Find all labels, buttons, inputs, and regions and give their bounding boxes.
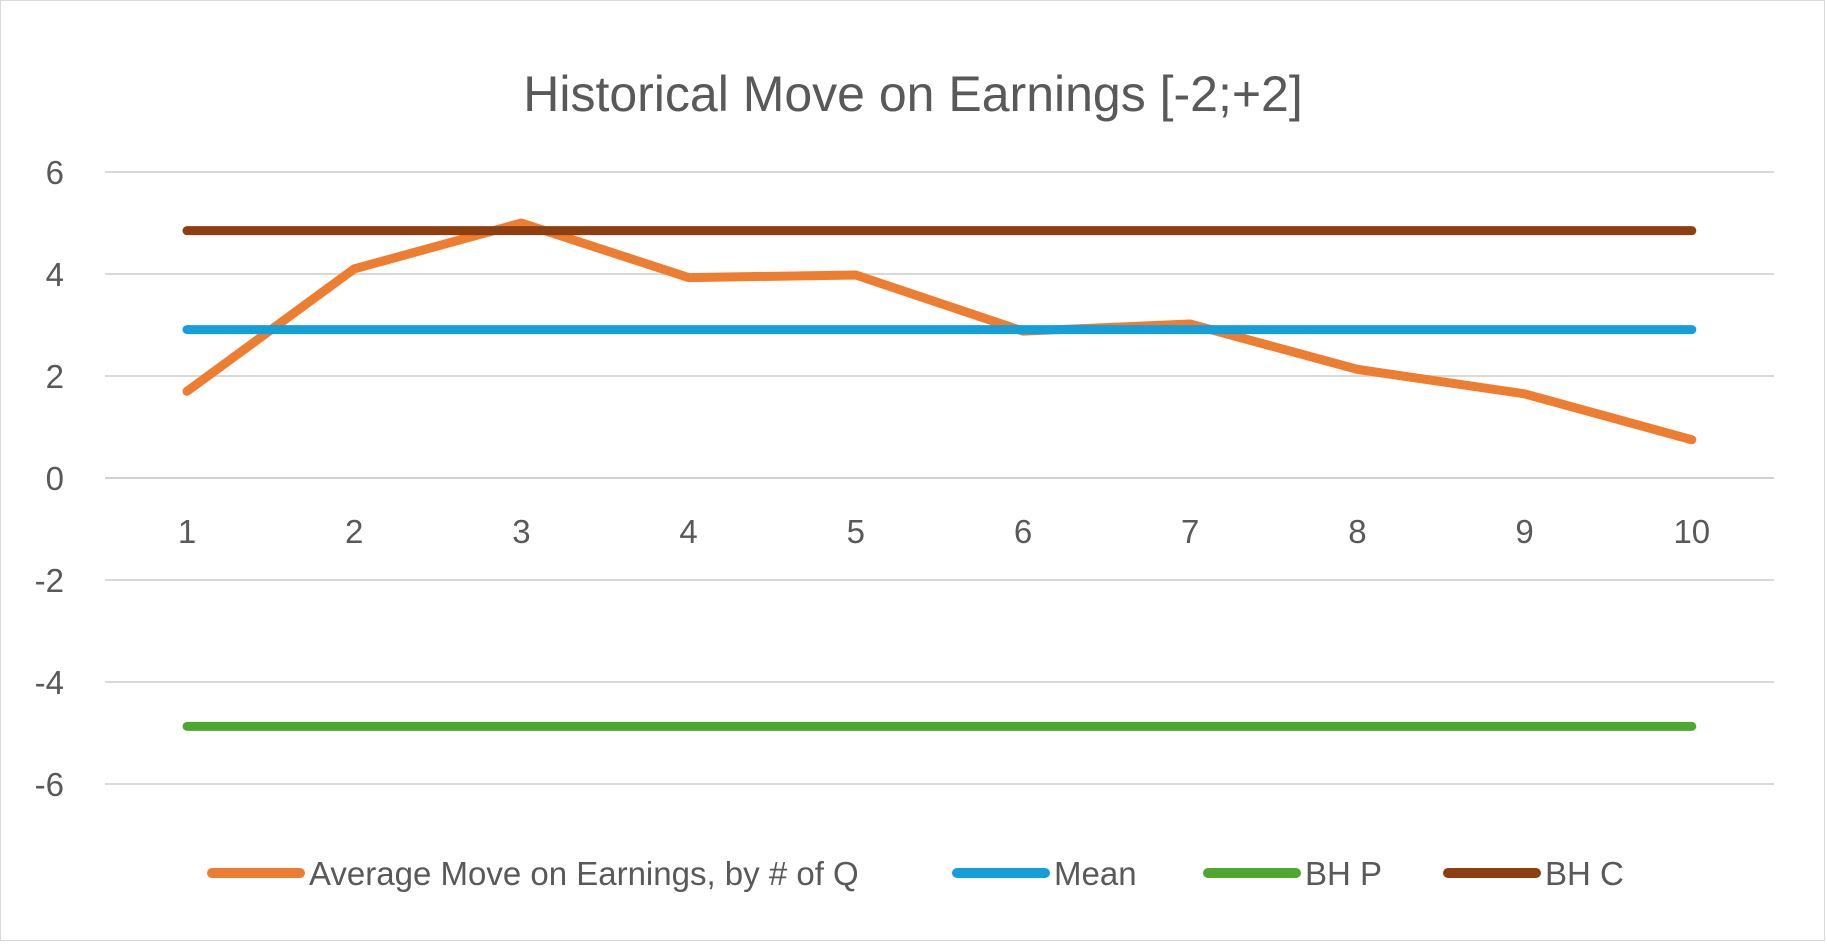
y-tick-label: 0 — [46, 460, 64, 497]
x-tick-label: 7 — [1181, 513, 1199, 550]
legend-label: BH C — [1545, 855, 1624, 892]
x-tick-label: 9 — [1515, 513, 1533, 550]
y-tick-label: 2 — [46, 358, 64, 395]
legend: Average Move on Earnings, by # of Q Mean B… — [207, 855, 1624, 892]
x-tick-label: 6 — [1014, 513, 1032, 550]
series-line-0 — [182, 218, 1697, 445]
x-tick-label: 5 — [847, 513, 865, 550]
legend-label: Mean — [1054, 855, 1137, 892]
y-tick-label: -4 — [35, 664, 64, 701]
x-tick-label: 1 — [178, 513, 196, 550]
legend-label: BH P — [1305, 855, 1382, 892]
y-axis-ticks: 6 4 2 0 -2 -4 -6 — [35, 154, 64, 803]
x-tick-label: 10 — [1673, 513, 1710, 550]
y-tick-label: -6 — [35, 766, 64, 803]
y-tick-label: 6 — [46, 154, 64, 191]
chart-title: Historical Move on Earnings [-2;+2] — [523, 66, 1303, 122]
x-tick-label: 3 — [512, 513, 530, 550]
x-tick-label: 8 — [1348, 513, 1366, 550]
legend-label: Average Move on Earnings, by # of Q — [309, 855, 859, 892]
x-tick-label: 2 — [345, 513, 363, 550]
x-axis-ticks: 1 2 3 4 5 6 7 8 9 10 — [178, 513, 1710, 550]
y-tick-label: -2 — [35, 562, 64, 599]
x-tick-label: 4 — [679, 513, 697, 550]
y-tick-label: 4 — [46, 256, 64, 293]
gridlines — [105, 171, 1774, 785]
series-lines — [182, 218, 1697, 731]
